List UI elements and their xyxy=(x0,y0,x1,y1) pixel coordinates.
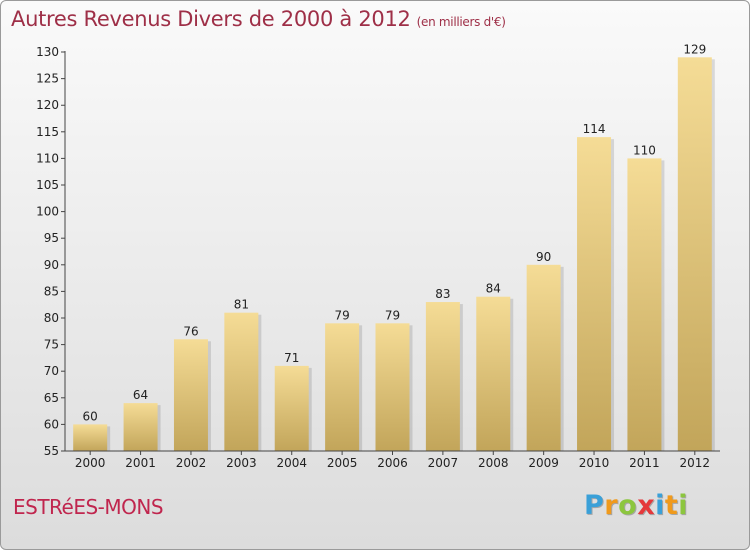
x-tick-label: 2012 xyxy=(680,456,711,470)
bar-value-label: 79 xyxy=(334,308,349,322)
y-tick-label: 130 xyxy=(36,45,59,59)
bar-2001 xyxy=(123,403,158,451)
bar-2002 xyxy=(173,339,208,451)
x-tick-label: 2000 xyxy=(75,456,106,470)
x-tick-label: 2007 xyxy=(428,456,459,470)
bar-value-label: 114 xyxy=(583,122,606,136)
bar-value-label: 84 xyxy=(486,282,501,296)
bar-value-label: 83 xyxy=(435,287,450,301)
bar-2008 xyxy=(476,296,511,451)
proxiti-logo: Proxiti xyxy=(584,490,688,521)
y-tick-label: 70 xyxy=(44,364,59,378)
bar-2010 xyxy=(577,137,612,451)
y-tick-label: 105 xyxy=(36,178,59,192)
y-tick-label: 80 xyxy=(44,311,59,325)
chart-unit-label: (en milliers d'€) xyxy=(416,15,506,29)
logo-letter: i xyxy=(678,490,689,521)
y-tick-label: 115 xyxy=(36,125,59,139)
commune-name: ESTRéES-MONS xyxy=(13,495,164,519)
bars-group: 60 64 76 81 71 79 79 83 84 90 114 110 129 xyxy=(73,42,715,451)
y-tick-label: 100 xyxy=(36,205,59,219)
bar-value-label: 110 xyxy=(633,143,656,157)
y-tick-label: 90 xyxy=(44,258,59,272)
x-tick-label: 2010 xyxy=(579,456,610,470)
bar-value-label: 60 xyxy=(83,409,98,423)
bar-value-label: 129 xyxy=(683,42,706,56)
x-tick-label: 2008 xyxy=(478,456,509,470)
x-tick-label: 2009 xyxy=(528,456,559,470)
chart-title-text: Autres Revenus Divers de 2000 à 2012 xyxy=(11,7,411,31)
bar-value-label: 76 xyxy=(183,324,198,338)
y-tick-label: 85 xyxy=(44,284,59,298)
chart-title: Autres Revenus Divers de 2000 à 2012 (en … xyxy=(11,7,506,31)
logo-letter: x xyxy=(637,490,656,521)
bar-value-label: 90 xyxy=(536,250,551,264)
y-tick-label: 95 xyxy=(44,231,59,245)
bar-2007 xyxy=(425,302,460,451)
bar-2000 xyxy=(73,424,108,451)
y-tick-label: 75 xyxy=(44,338,59,352)
x-tick-label: 2005 xyxy=(327,456,358,470)
x-tick-label: 2001 xyxy=(125,456,156,470)
bar-value-label: 71 xyxy=(284,351,299,365)
logo-letter: o xyxy=(618,490,638,521)
x-tick-label: 2004 xyxy=(276,456,307,470)
y-tick-label: 55 xyxy=(44,444,59,458)
bar-value-label: 64 xyxy=(133,388,148,402)
bar-2011 xyxy=(627,158,662,451)
bar-2009 xyxy=(526,264,561,451)
x-tick-label: 2003 xyxy=(226,456,257,470)
x-tick-label: 2011 xyxy=(629,456,660,470)
x-tick-label: 2002 xyxy=(176,456,207,470)
logo-letter: r xyxy=(604,490,619,521)
logo-letter: t xyxy=(664,490,679,521)
x-tick-label: 2006 xyxy=(377,456,408,470)
y-tick-label: 110 xyxy=(36,151,59,165)
y-tick-label: 65 xyxy=(44,391,59,405)
bar-2006 xyxy=(375,323,410,451)
logo-letter: P xyxy=(584,490,605,521)
bar-value-label: 81 xyxy=(234,298,249,312)
y-tick-label: 120 xyxy=(36,98,59,112)
bar-value-label: 79 xyxy=(385,308,400,322)
logo-letter: i xyxy=(655,490,665,521)
y-tick-label: 60 xyxy=(44,417,59,431)
y-tick-label: 125 xyxy=(36,72,59,86)
bar-2005 xyxy=(325,323,360,451)
axes-group: 55 60 65 70 75 80 85 90 95 100 105 110 115 120 125 130 2… xyxy=(36,45,720,470)
bar-2003 xyxy=(224,312,259,451)
bar-2004 xyxy=(274,365,309,451)
bar-2012 xyxy=(677,57,712,451)
